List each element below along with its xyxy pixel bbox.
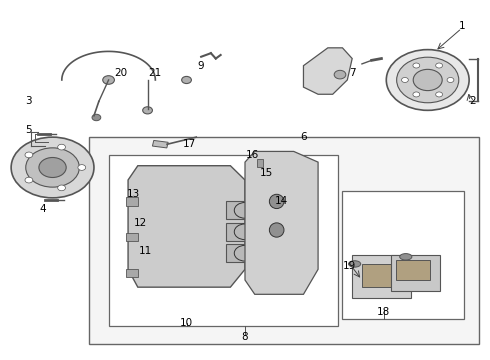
Text: 16: 16 [245, 150, 259, 160]
Circle shape [401, 77, 408, 82]
Circle shape [436, 92, 442, 97]
Text: 20: 20 [114, 68, 127, 78]
Text: 12: 12 [134, 218, 147, 228]
Ellipse shape [400, 253, 412, 260]
Text: 1: 1 [459, 21, 465, 31]
Polygon shape [245, 152, 318, 294]
Circle shape [447, 77, 454, 82]
Bar [391, 255, 440, 291]
Circle shape [78, 165, 86, 170]
Polygon shape [303, 48, 352, 94]
Polygon shape [128, 166, 245, 287]
Circle shape [58, 144, 66, 150]
Circle shape [103, 76, 115, 84]
Circle shape [334, 70, 346, 79]
Circle shape [436, 63, 442, 68]
Circle shape [413, 69, 442, 91]
Bar [125, 197, 138, 206]
Text: 9: 9 [198, 61, 204, 71]
Circle shape [386, 50, 469, 111]
Bar [109, 155, 338, 327]
Circle shape [26, 148, 79, 187]
Bar [125, 269, 138, 277]
Bar [152, 140, 168, 148]
Text: 3: 3 [25, 96, 31, 107]
Bar [225, 223, 265, 241]
Circle shape [182, 76, 192, 84]
Circle shape [11, 137, 94, 198]
Text: 6: 6 [300, 132, 307, 142]
Bar [362, 264, 401, 287]
Bar [352, 255, 411, 298]
Ellipse shape [270, 223, 284, 237]
Ellipse shape [348, 261, 361, 267]
Circle shape [396, 57, 459, 103]
Bar [257, 158, 263, 167]
Circle shape [413, 92, 420, 97]
Text: 10: 10 [180, 318, 193, 328]
Ellipse shape [270, 194, 284, 208]
Text: 19: 19 [343, 261, 356, 271]
Text: 5: 5 [25, 125, 31, 135]
Text: 21: 21 [148, 68, 162, 78]
Text: 8: 8 [242, 332, 248, 342]
Text: 18: 18 [377, 307, 391, 317]
Text: 2: 2 [470, 96, 476, 107]
Bar [396, 260, 430, 280]
Circle shape [39, 157, 66, 177]
Circle shape [25, 152, 33, 158]
Circle shape [143, 107, 152, 114]
Text: 7: 7 [349, 68, 356, 78]
Text: 17: 17 [182, 139, 196, 149]
Bar [225, 202, 265, 219]
Text: 11: 11 [139, 247, 152, 256]
Text: 13: 13 [126, 189, 140, 199]
Circle shape [413, 63, 420, 68]
Text: 4: 4 [40, 203, 46, 213]
Circle shape [58, 185, 66, 191]
Text: 15: 15 [260, 168, 273, 178]
Bar [89, 137, 479, 344]
Bar [125, 233, 138, 242]
Circle shape [92, 114, 101, 121]
Bar [225, 244, 265, 262]
Bar [343, 191, 464, 319]
Circle shape [25, 177, 33, 183]
Text: 14: 14 [275, 197, 288, 206]
